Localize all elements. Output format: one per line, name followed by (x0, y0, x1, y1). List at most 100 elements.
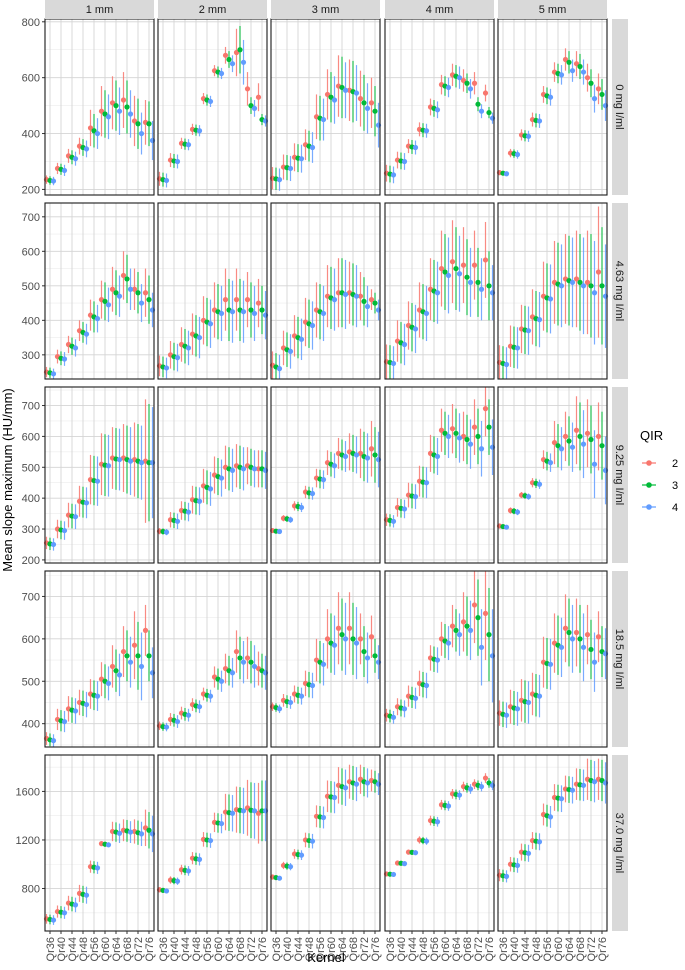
data-point (94, 865, 101, 871)
data-point (591, 779, 598, 785)
facet-panel (43, 18, 156, 196)
data-point (346, 625, 353, 631)
data-point (588, 436, 594, 443)
data-point (353, 781, 360, 787)
data-point (390, 360, 397, 367)
data-point (434, 657, 441, 663)
data-point (390, 714, 397, 720)
data-point (486, 109, 492, 116)
data-point (196, 856, 203, 862)
panel-background (498, 571, 607, 747)
data-point (353, 293, 360, 299)
data-point (61, 356, 68, 362)
data-point (453, 430, 459, 436)
legend-key-point (646, 482, 652, 488)
data-point (124, 276, 130, 282)
data-point (569, 444, 576, 450)
x-tick-label: Qr68 (462, 937, 474, 961)
data-point (573, 276, 580, 282)
x-tick-label: Qr76 (144, 937, 156, 961)
panel-background (158, 203, 267, 379)
data-point (569, 279, 576, 285)
data-point (309, 682, 316, 689)
data-point (196, 498, 203, 504)
data-point (105, 463, 112, 469)
data-point (584, 75, 591, 81)
x-tick-label: Qr68 (348, 937, 360, 961)
data-point (353, 452, 360, 458)
data-point (229, 467, 236, 473)
data-point (61, 167, 68, 174)
data-point (595, 634, 602, 640)
data-point (584, 279, 591, 285)
facet-panels: 200 400 600 800 300 400 500 600 700 200 300 400 500 6… (16, 17, 609, 932)
y-tick-label: 200 (22, 555, 40, 567)
data-point (368, 297, 375, 303)
data-point (456, 792, 463, 798)
data-point (339, 84, 345, 91)
data-point (456, 271, 463, 277)
data-point (580, 441, 587, 447)
facet-panel (269, 754, 382, 932)
data-point (287, 517, 294, 523)
data-point (331, 463, 338, 469)
y-tick-label: 1200 (16, 835, 40, 847)
data-point (595, 433, 602, 440)
data-point (72, 902, 79, 908)
data-point (573, 61, 580, 67)
data-point (475, 101, 481, 107)
data-point (244, 655, 251, 661)
data-point (113, 103, 119, 109)
data-point (207, 98, 214, 105)
data-point (240, 466, 247, 472)
data-point (503, 524, 510, 530)
data-point (207, 486, 214, 492)
x-tick-label: Qr36 (385, 937, 397, 961)
data-point (185, 868, 192, 874)
data-point (503, 712, 510, 718)
data-point (368, 634, 375, 640)
data-point (368, 446, 375, 452)
data-point (580, 644, 587, 650)
data-point (482, 610, 489, 617)
column-strip (45, 0, 154, 19)
row-strip (612, 755, 628, 931)
facet-panel (156, 386, 269, 564)
data-point (116, 672, 123, 678)
data-point (61, 527, 68, 534)
data-point (255, 300, 262, 306)
y-tick-label: 400 (22, 493, 40, 505)
data-point (276, 875, 283, 881)
data-point (207, 693, 214, 699)
data-point (105, 114, 112, 120)
data-point (229, 670, 236, 676)
data-point (445, 640, 452, 646)
data-point (94, 693, 101, 699)
data-point (50, 178, 57, 184)
facet-panel (496, 386, 609, 564)
panel-border (497, 386, 608, 564)
legend-key-point (646, 504, 652, 510)
data-point (547, 661, 554, 667)
data-point (514, 151, 521, 158)
data-point (174, 878, 181, 884)
data-point (390, 871, 397, 878)
data-point (61, 910, 68, 916)
panel-border (157, 202, 268, 380)
data-point (525, 328, 532, 334)
y-tick-label: 700 (22, 212, 40, 224)
facet-panel (43, 386, 156, 564)
data-point (331, 794, 338, 801)
x-tick-label: Qr60 (440, 937, 452, 961)
data-point (577, 636, 583, 642)
data-point (237, 47, 243, 53)
x-tick-label: Qr64 (337, 937, 349, 961)
data-point (244, 86, 251, 92)
x-tick-label: Qr76 (597, 937, 609, 961)
data-point (558, 283, 565, 289)
data-point (113, 290, 119, 296)
x-tick-label: Qr60 (553, 937, 565, 961)
data-point (298, 156, 305, 162)
data-point (547, 814, 554, 820)
